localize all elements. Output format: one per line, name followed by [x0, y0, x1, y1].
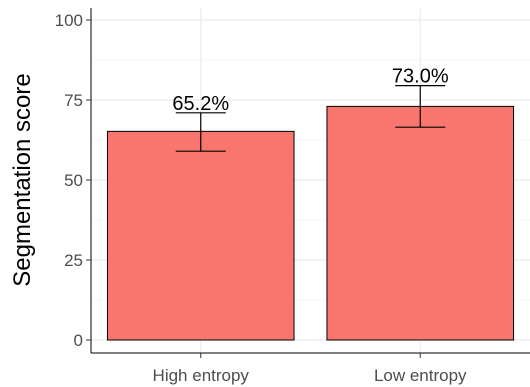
y-tick-label: 50: [64, 171, 83, 190]
axes: 0 25 50 75 100 High entropy Low entropy: [55, 8, 530, 385]
y-tick-label: 75: [64, 91, 83, 110]
bar: [326, 105, 515, 341]
data-labels: 65.2% 73.0%: [172, 66, 448, 115]
data-label: 65.2%: [172, 93, 229, 115]
bar: [106, 130, 295, 341]
y-axis-title: Segmentation score: [9, 73, 36, 286]
x-tick-label: High entropy: [153, 366, 250, 385]
y-tick-label: 25: [64, 251, 83, 270]
data-label: 73.0%: [392, 66, 449, 88]
y-tick-label: 100: [55, 11, 83, 30]
y-tick-label: 0: [74, 331, 83, 350]
bars: [106, 105, 515, 341]
x-tick-label: Low entropy: [374, 366, 467, 385]
error-bars: [175, 84, 446, 152]
